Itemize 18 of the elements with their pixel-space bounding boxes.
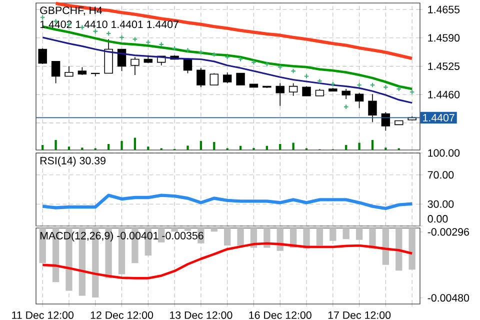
y-tick-label: 30.00 [428, 200, 454, 208]
y-tick-label: -0.00296 [428, 228, 469, 236]
ref-line-label: 1.4407 [423, 114, 454, 122]
chart-title: RSI(14) 30.39 [40, 156, 106, 167]
x-tick-label: 16 Dec 12:00 [249, 311, 312, 319]
x-tick-label: 13 Dec 12:00 [170, 311, 232, 319]
y-tick-label: 1.4655 [428, 6, 460, 14]
y-tick-label: -0.00480 [428, 294, 470, 302]
y-tick-label: 1.4525 [428, 62, 460, 70]
x-tick-label: 11 Dec 12:00 [12, 311, 74, 319]
x-tick-label: 17 Dec 12:00 [328, 311, 391, 319]
y-tick-label: 1.4590 [428, 34, 460, 42]
y-tick-label: 70.00 [428, 171, 454, 179]
y-tick-label: 0.00 [428, 215, 448, 223]
x-tick-label: 12 Dec 12:00 [90, 311, 154, 319]
y-tick-label: 1.4460 [428, 90, 460, 98]
y-tick-label: 100.00 [428, 149, 460, 157]
chart-title: MACD(12,26,9) -0.00401 -0.00356 [40, 232, 204, 242]
